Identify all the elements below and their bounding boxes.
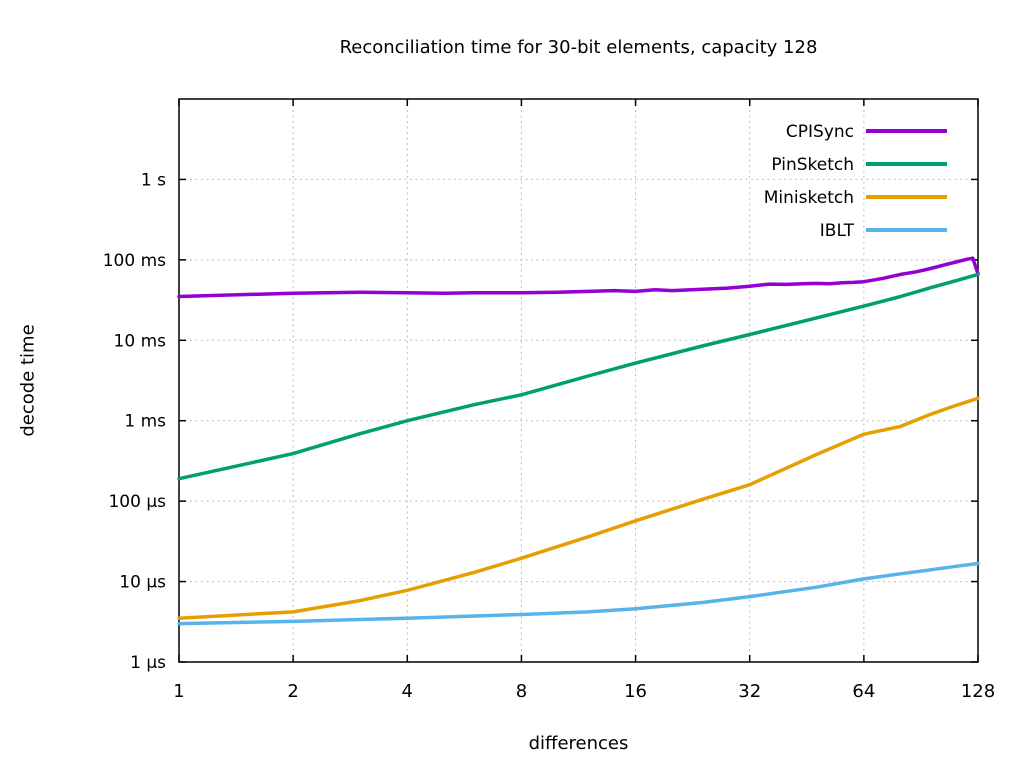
y-axis-label: decode time — [17, 324, 39, 437]
series-line-cpisync — [177, 256, 980, 299]
plot-border — [178, 98, 979, 663]
y-tick-label: 10 µs — [119, 573, 166, 593]
x-tick-label: 16 — [624, 681, 647, 702]
x-tick-label: 8 — [516, 681, 527, 702]
series-line-iblt — [177, 561, 980, 626]
x-axis-label: differences — [528, 733, 629, 754]
series-line-pinsketch — [177, 272, 980, 481]
x-tick-label: 2 — [287, 681, 298, 702]
y-tick-label: 1 µs — [130, 653, 166, 673]
y-tick-label: 1 s — [141, 170, 166, 190]
legend-label-pinsketch: PinSketch — [771, 155, 854, 175]
x-tick-label: 4 — [402, 681, 413, 702]
x-tick-label: 32 — [738, 681, 761, 702]
y-tick-label: 10 ms — [114, 331, 167, 351]
x-tick-label: 1 — [173, 681, 184, 702]
y-tick-label: 100 ms — [103, 251, 166, 271]
y-tick-label: 1 ms — [124, 412, 166, 432]
x-tick-label: 128 — [961, 681, 995, 702]
legend-label-minisketch: Minisketch — [764, 188, 854, 208]
legend-label-iblt: IBLT — [820, 221, 855, 241]
series-line-minisketch — [177, 396, 980, 620]
y-tick-label: 100 µs — [108, 492, 166, 512]
x-tick-label: 64 — [852, 681, 875, 702]
legend-label-cpisync: CPISync — [786, 122, 854, 142]
chart-title: Reconciliation time for 30-bit elements,… — [339, 37, 818, 58]
